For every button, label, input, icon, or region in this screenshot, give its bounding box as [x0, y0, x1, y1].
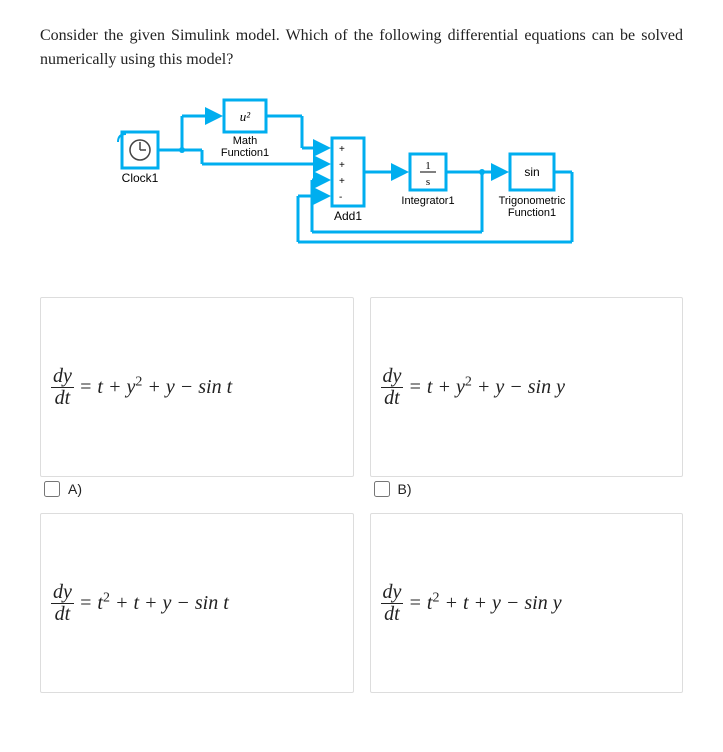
option-card-a[interactable]: dy dt = t + y2 + y − sin t: [40, 297, 354, 477]
frac-den: dt: [51, 388, 74, 409]
add-block: + + + - Add1: [332, 138, 364, 223]
integrator-num: 1: [425, 160, 431, 172]
equation-rhs: = t + y2 + y − sin y: [403, 376, 565, 398]
mathfn-label-bot: Function1: [220, 147, 268, 159]
option-letter: A): [68, 481, 82, 497]
svg-text:+: +: [339, 144, 345, 155]
clock-block: Clock1: [118, 132, 159, 185]
integrator-den: s: [425, 176, 429, 188]
integrator-label: Integrator1: [401, 195, 454, 207]
trig-label-top: Trigonometric: [498, 195, 565, 207]
option-card-d[interactable]: dy dt = t2 + t + y − sin y: [370, 513, 684, 693]
equation-rhs: = t2 + t + y − sin y: [403, 592, 561, 614]
frac-num: dy: [381, 582, 404, 604]
svg-text:-: -: [339, 192, 342, 203]
trig-block: sin Trigonometric Function1: [498, 154, 565, 219]
trig-expr: sin: [524, 165, 539, 179]
svg-text:+: +: [339, 160, 345, 171]
clock-label: Clock1: [121, 171, 158, 185]
fraction-icon: dy dt: [51, 582, 74, 625]
integrator-block: 1 s Integrator1: [401, 154, 454, 207]
equation-rhs: = t2 + t + y − sin t: [74, 592, 229, 614]
options-grid: dy dt = t + y2 + y − sin t A) dy dt = t …: [40, 297, 683, 693]
option-a-checkbox[interactable]: [44, 481, 60, 497]
equation-rhs: = t + y2 + y − sin t: [74, 376, 232, 398]
frac-den: dt: [51, 604, 74, 625]
frac-num: dy: [51, 366, 74, 388]
svg-text:+: +: [339, 176, 345, 187]
option-card-c[interactable]: dy dt = t2 + t + y − sin t: [40, 513, 354, 693]
frac-num: dy: [51, 582, 74, 604]
add-label: Add1: [333, 209, 361, 223]
frac-den: dt: [381, 388, 404, 409]
frac-den: dt: [381, 604, 404, 625]
option-b-checkbox[interactable]: [374, 481, 390, 497]
mathfn-label-top: Math: [232, 135, 256, 147]
fraction-icon: dy dt: [381, 582, 404, 625]
mathfn-expr: u²: [239, 109, 251, 124]
fraction-icon: dy dt: [51, 366, 74, 409]
fraction-icon: dy dt: [381, 366, 404, 409]
option-letter: B): [398, 481, 412, 497]
simulink-diagram: Clock1 u² Math Function1 + + + -: [40, 92, 683, 257]
question-text: Consider the given Simulink model. Which…: [40, 24, 683, 72]
math-function-block: u² Math Function1: [220, 100, 268, 159]
trig-label-bot: Function1: [507, 207, 555, 219]
option-card-b[interactable]: dy dt = t + y2 + y − sin y: [370, 297, 684, 477]
frac-num: dy: [381, 366, 404, 388]
